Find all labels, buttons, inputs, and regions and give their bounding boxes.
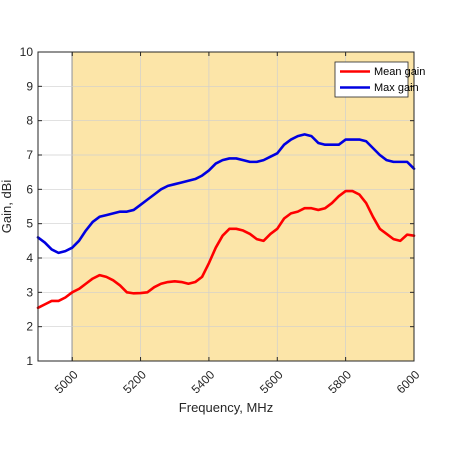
y-tick-label: 8 (26, 114, 33, 128)
legend-label-mean-gain: Mean gain (374, 66, 425, 78)
series-layer (36, 133, 416, 310)
y-tick-label: 1 (26, 354, 33, 368)
y-axis-title: Gain, dBi (0, 180, 14, 234)
legend: Mean gain Max gain (334, 61, 425, 98)
y-tick-label: 2 (26, 320, 33, 334)
y-tick-label: 7 (26, 148, 33, 162)
legend-box (334, 61, 409, 98)
highlight-band-layer (71, 52, 415, 361)
y-tick-label: 9 (26, 79, 33, 93)
y-tick-label: 3 (26, 285, 33, 299)
x-tick-label: 5600 (257, 367, 286, 396)
x-tick-label: 6000 (394, 367, 423, 396)
x-tick-label: 5800 (325, 367, 354, 396)
y-tick-label: 5 (26, 217, 33, 231)
y-tick-label: 4 (26, 251, 33, 265)
y-tick-label: 6 (26, 182, 33, 196)
series-line-mean-gain (36, 189, 416, 310)
x-tick-label: 5400 (189, 367, 218, 396)
y-tick-labels: 1 2 3 4 5 6 7 8 9 10 (20, 45, 34, 368)
x-axis-title: Frequency, MHz (179, 400, 273, 415)
x-tick-label: 5000 (52, 367, 81, 396)
x-tick-labels: 5000 5200 5400 5600 5800 6000 (52, 367, 423, 396)
y-tick-label: 10 (20, 45, 34, 59)
frequency-band-highlight (72, 52, 414, 361)
plot-frame (37, 51, 415, 362)
tick-layer (38, 51, 415, 362)
x-tick-label: 5200 (120, 367, 149, 396)
series-line-max-gain (36, 133, 416, 255)
legend-label-max-gain: Max gain (374, 82, 419, 94)
